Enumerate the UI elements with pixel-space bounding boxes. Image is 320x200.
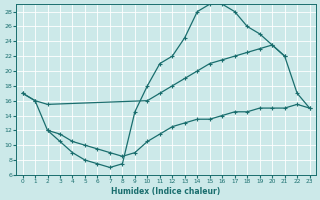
X-axis label: Humidex (Indice chaleur): Humidex (Indice chaleur) bbox=[111, 187, 221, 196]
